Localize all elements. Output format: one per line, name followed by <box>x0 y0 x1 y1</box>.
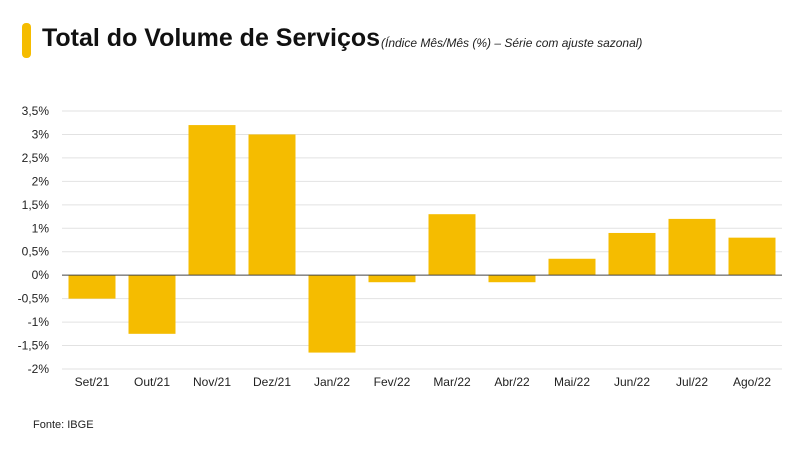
bar-set-21 <box>68 275 116 299</box>
x-tick-label: Mai/22 <box>554 375 590 389</box>
y-tick-label: -1% <box>28 315 50 329</box>
x-tick-label: Abr/22 <box>494 375 530 389</box>
x-tick-label: Jul/22 <box>676 375 708 389</box>
chart-subtitle: (Índice Mês/Mês (%) – Série com ajuste s… <box>381 36 643 50</box>
bar-out-21 <box>128 275 176 334</box>
source-note: Fonte: IBGE <box>33 419 94 431</box>
x-tick-label: Out/21 <box>134 375 170 389</box>
x-axis-ticks: Set/21 Out/21 Nov/21 Dez/21 Jan/22 Fev/22 Mar/… <box>75 375 772 389</box>
y-tick-label: 1,5% <box>22 198 50 212</box>
y-tick-label: 3% <box>32 127 50 141</box>
bar-nov-21 <box>188 125 236 276</box>
bar-fev-22 <box>368 275 416 283</box>
y-tick-label: 0% <box>32 268 50 282</box>
x-tick-label: Ago/22 <box>733 375 771 389</box>
y-tick-label: -0,5% <box>18 292 50 306</box>
y-axis-ticks: 3,5% 3% 2,5% 2% 1,5% 1% 0,5% 0% -0,5% -1% -1,5% -2% <box>18 104 50 376</box>
bar-abr-22 <box>488 275 536 283</box>
bar-jul-22 <box>668 218 716 276</box>
x-tick-label: Set/21 <box>75 375 110 389</box>
x-tick-label: Jan/22 <box>314 375 350 389</box>
bar-ago-22 <box>728 237 776 276</box>
bar-mai-22 <box>548 258 596 276</box>
x-tick-label: Nov/21 <box>193 375 231 389</box>
chart-title: Total do Volume de Serviços <box>42 24 381 52</box>
title-accent-bar <box>22 23 31 58</box>
bar-mar-22 <box>428 214 476 276</box>
y-tick-label: 3,5% <box>22 104 50 118</box>
x-tick-label: Mar/22 <box>433 375 471 389</box>
y-tick-label: -2% <box>28 362 50 376</box>
x-tick-label: Jun/22 <box>614 375 650 389</box>
x-tick-label: Fev/22 <box>374 375 411 389</box>
y-tick-label: 1% <box>32 221 50 235</box>
bar-jun-22 <box>608 232 656 276</box>
bar-jan-22 <box>308 275 356 353</box>
grid-lines <box>62 110 782 370</box>
y-tick-label: 2,5% <box>22 151 50 165</box>
bar-dez-21 <box>248 134 296 276</box>
bars <box>68 125 776 353</box>
x-tick-label: Dez/21 <box>253 375 291 389</box>
y-tick-label: 0,5% <box>22 245 50 259</box>
y-tick-label: -1,5% <box>18 339 50 353</box>
y-tick-label: 2% <box>32 174 50 188</box>
